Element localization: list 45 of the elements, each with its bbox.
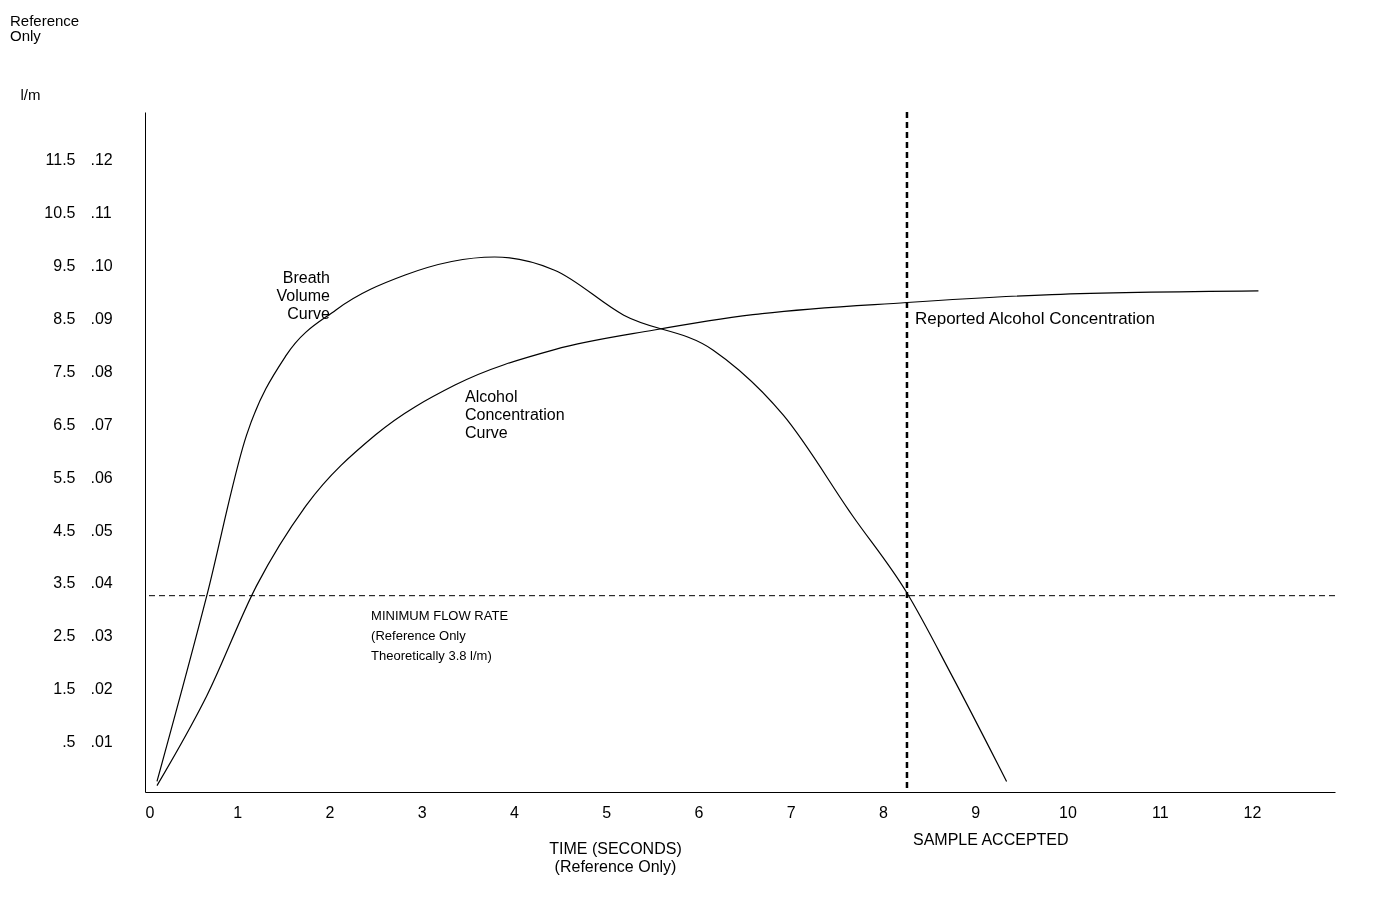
y-tick-label: 8.5: [53, 309, 76, 327]
y-tick-label: 9.5: [53, 256, 76, 274]
y2-tick-label: .03: [90, 627, 113, 645]
y2-tick-label: .04: [90, 574, 113, 592]
annotation: Reported Alcohol Concentration: [914, 308, 1156, 328]
y-tick-label: 4.5: [53, 521, 76, 539]
x-tick-label: 1: [233, 803, 243, 821]
ref-line-label: MINIMUM FLOW RATE (Reference Only Theoretically 3.8 l/m): [371, 607, 509, 663]
x-tick-label: 3: [417, 803, 427, 821]
y-tick-label: 2.5: [53, 627, 76, 645]
x-tick-label: 5: [602, 803, 612, 821]
y-axis-title: l/m: [20, 85, 41, 103]
y2-tick-label: .05: [90, 521, 113, 539]
x-tick-label: 2: [325, 803, 335, 821]
y2-tick-label: .10: [90, 256, 113, 274]
x-tick-label: 12: [1243, 803, 1262, 821]
ref-line-label: SAMPLE ACCEPTED: [912, 831, 1069, 848]
y-tick-label: 7.5: [53, 362, 76, 380]
y2-tick-label: .08: [90, 362, 113, 380]
x-tick-label: 6: [694, 803, 704, 821]
y2-tick-label: .12: [90, 151, 113, 169]
x-tick-label: 8: [879, 803, 889, 821]
y-tick-label: 10.5: [44, 204, 76, 222]
x-tick-label: 11: [1151, 803, 1169, 821]
text: Reference Only: [10, 12, 80, 44]
series-label: Breath Volume Curve: [276, 268, 331, 322]
x-tick-label: 7: [786, 803, 796, 821]
x-tick-label: 0: [145, 803, 155, 821]
y-tick-label: 6.5: [53, 415, 76, 433]
y2-tick-label: .09: [90, 309, 113, 327]
series-label: Alcohol Concentration Curve: [464, 388, 565, 442]
y2-tick-label: .11: [90, 204, 112, 222]
x-axis-title: TIME (SECONDS) (Reference Only): [549, 839, 682, 875]
y-tick-label: 3.5: [53, 574, 76, 592]
y-tick-label: .5: [62, 733, 76, 751]
y2-tick-label: .02: [90, 680, 113, 698]
y2-tick-label: .07: [90, 415, 113, 433]
y2-tick-label: .06: [90, 468, 113, 486]
x-tick-label: 10: [1059, 803, 1077, 821]
x-tick-label: 4: [510, 803, 520, 821]
y-tick-label: 5.5: [53, 468, 76, 486]
y-tick-label: 1.5: [53, 680, 76, 698]
x-tick-label: 9: [971, 803, 981, 821]
y-tick-label: 11.5: [45, 151, 76, 169]
y2-tick-label: .01: [90, 733, 113, 751]
